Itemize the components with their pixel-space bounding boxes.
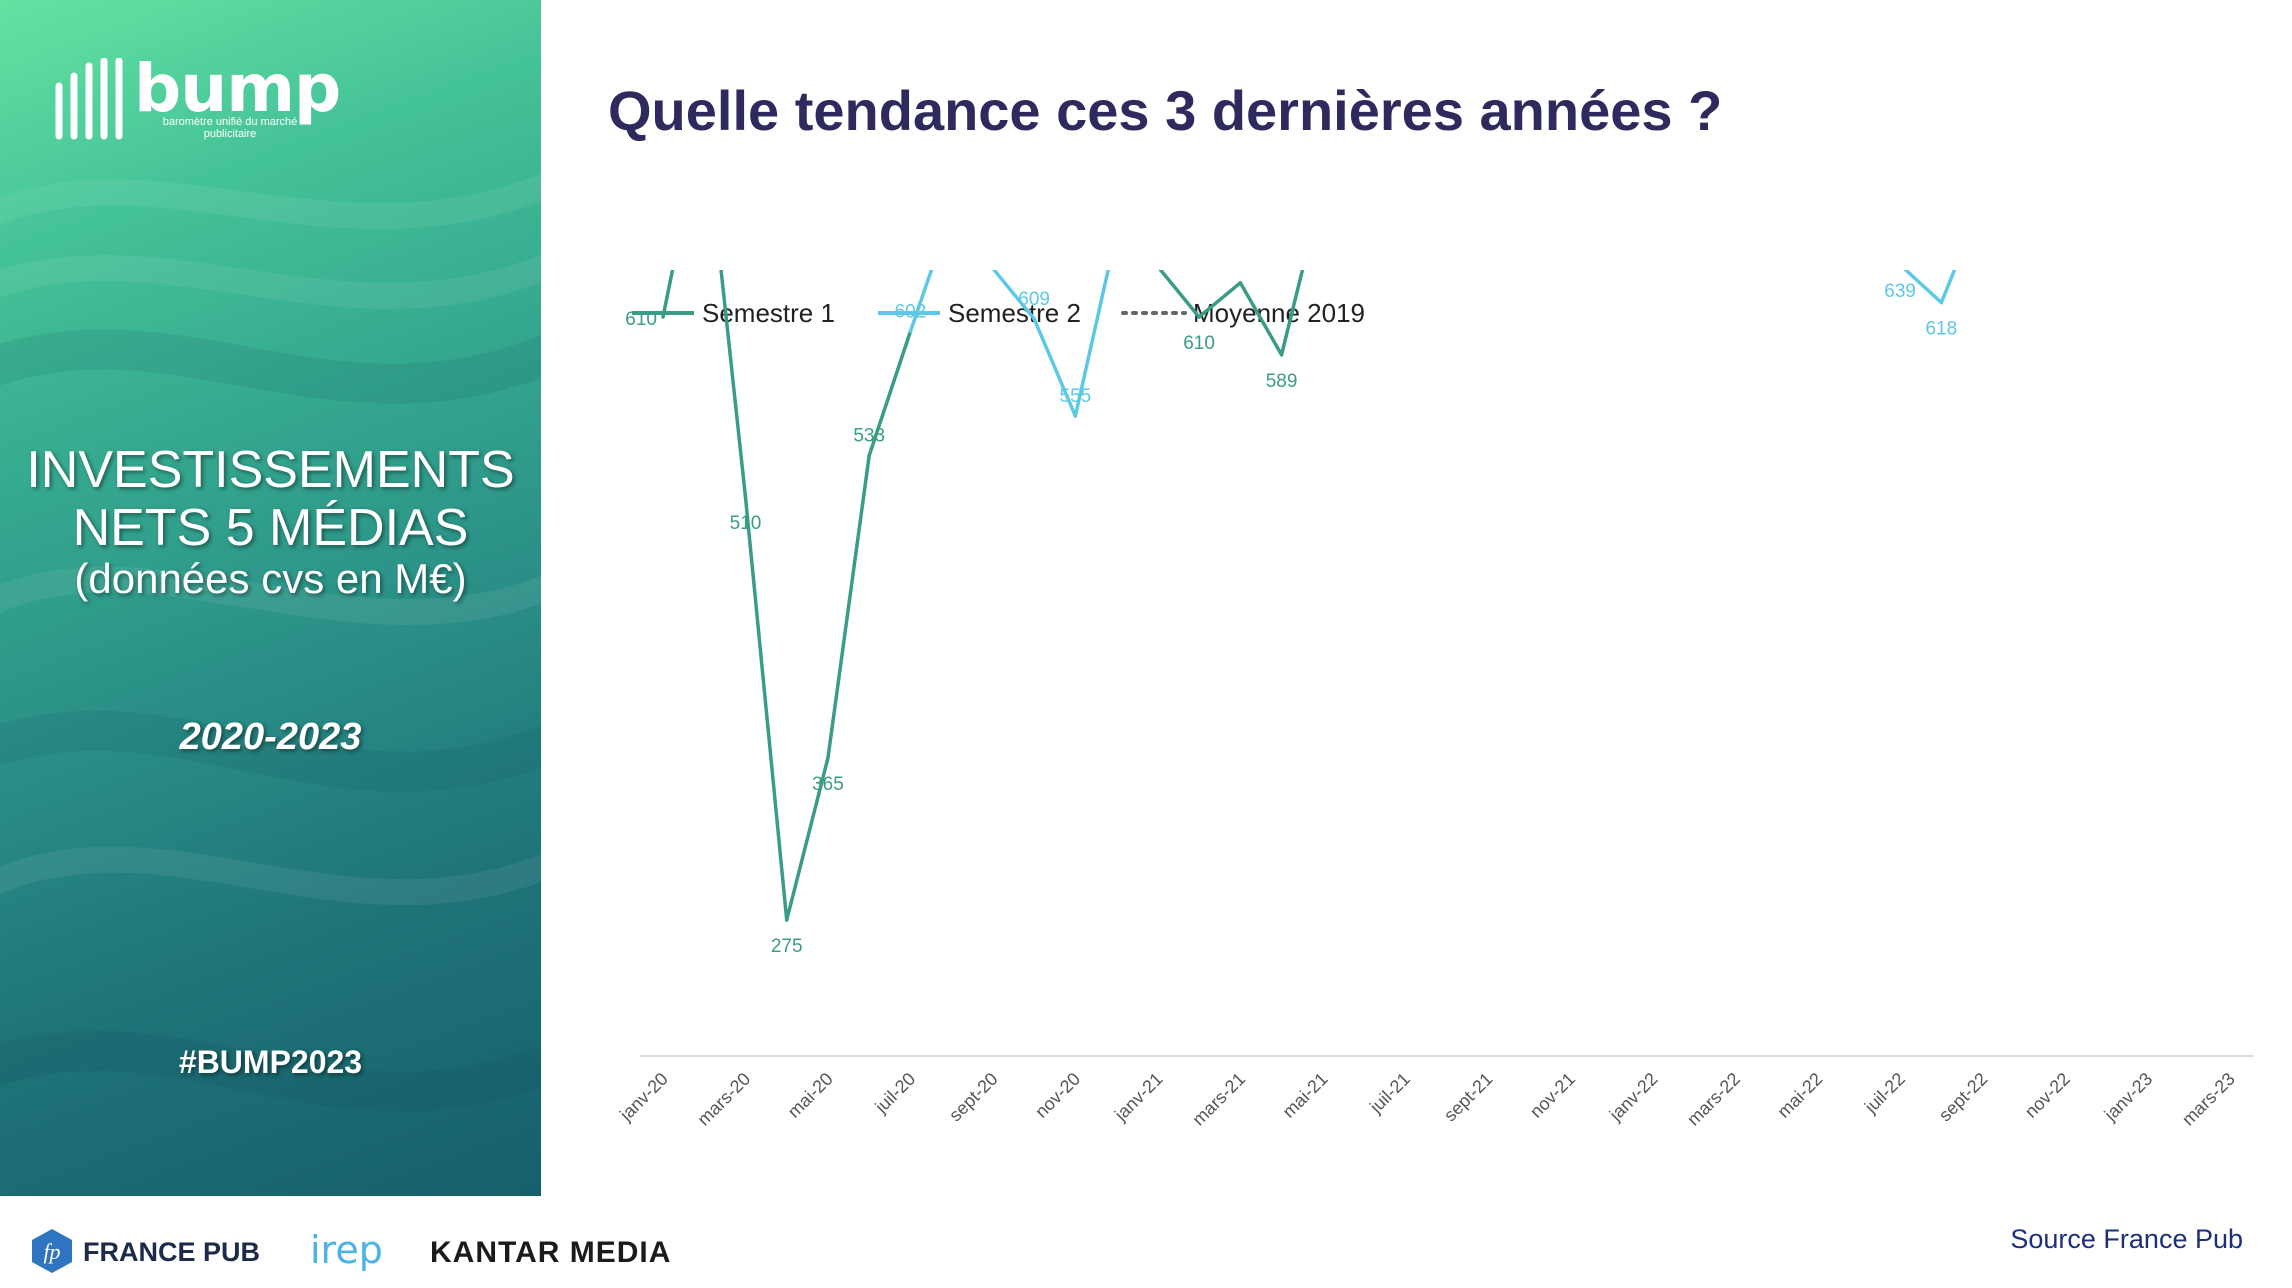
- x-tick-label: janv-21: [1110, 1069, 1167, 1126]
- panel-subtitle: (données cvs en M€): [74, 555, 467, 602]
- data-label: 510: [730, 513, 762, 534]
- semestre-2-segment: [991, 270, 1036, 321]
- x-axis-tick-labels: janv-20 mars-20 mai-20 juil-20 sept-20 nov-20…: [615, 1069, 2239, 1130]
- data-label: 639: [1884, 281, 1916, 302]
- semestre-1-segment: [719, 270, 748, 499]
- x-tick-label: mai-20: [784, 1069, 837, 1122]
- semestre-2-segment: [908, 270, 934, 334]
- semestre-1-segment: [1197, 281, 1243, 319]
- x-tick-label: nov-21: [1526, 1069, 1579, 1122]
- source-note: Source France Pub: [2010, 1224, 2243, 1254]
- data-label: 533: [853, 426, 885, 447]
- panel-title-line1: INVESTISSEMENTS: [26, 441, 515, 499]
- x-tick-label: janv-23: [2100, 1069, 2157, 1126]
- hashtag: #BUMP2023: [178, 1044, 363, 1080]
- data-label: 602: [895, 301, 927, 322]
- x-tick-label: nov-22: [2021, 1069, 2074, 1122]
- bump-bars-icon: [55, 58, 123, 140]
- semestre-1-segment: [784, 756, 830, 922]
- semestre-1-segment: [1158, 270, 1201, 319]
- logo-tagline: baromètre unifié du marché publicitaire: [162, 116, 298, 140]
- semestre-1-segment: [867, 329, 913, 458]
- x-tick-label: sept-21: [1440, 1069, 1497, 1126]
- data-label: 609: [1018, 289, 1050, 310]
- x-tick-label: mai-22: [1773, 1069, 1826, 1122]
- period-label: 2020-2023: [179, 716, 362, 758]
- data-label: 555: [1060, 386, 1092, 407]
- semestre-1-segment: [743, 495, 789, 922]
- x-tick-label: mars-23: [2178, 1069, 2239, 1130]
- france-pub-logo-text: FRANCE PUB: [83, 1237, 261, 1267]
- semestre-2-segment: [1032, 317, 1078, 418]
- legend-semestre-2-label: Semestre 2: [948, 298, 1081, 328]
- data-label: 629: [1224, 270, 1256, 274]
- data-labels: 6107235102753655336026696376095556576386…: [625, 270, 1957, 957]
- data-label: 610: [625, 309, 657, 330]
- semestre-1-segment: [1279, 270, 1305, 357]
- x-tick-label: juil-21: [1365, 1069, 1414, 1118]
- x-tick-label: janv-22: [1605, 1069, 1662, 1126]
- left-panel: bump baromètre unifié du marché publicit…: [0, 0, 541, 1196]
- footer: [0, 1196, 2292, 1288]
- data-label: 618: [1925, 319, 1957, 340]
- x-tick-label: janv-20: [615, 1069, 672, 1126]
- legend-semestre-1-label: Semestre 1: [702, 298, 835, 328]
- kantar-media-logo: KANTAR MEDIA: [430, 1236, 672, 1269]
- irep-logo: irep: [310, 1228, 383, 1272]
- x-tick-label: mai-21: [1279, 1069, 1332, 1122]
- logo-wordmark: bump: [134, 50, 341, 127]
- data-label: 275: [771, 936, 803, 957]
- semestre-2-segment: [1939, 270, 1957, 305]
- data-label: 589: [1266, 371, 1298, 392]
- semestre-1-segment: [826, 453, 871, 760]
- slide-title: Quelle tendance ces 3 dernières années ?: [608, 79, 1723, 142]
- panel-title-line2: NETS 5 MÉDIAS: [72, 499, 469, 557]
- semestre-1-segment: [1238, 281, 1284, 357]
- legend-moyenne-2019-label: Moyenne 2019: [1193, 298, 1365, 328]
- semestre-2-segment: [1903, 270, 1944, 305]
- data-label: 610: [1183, 333, 1215, 354]
- france-pub-logo-icon: fp: [32, 1229, 72, 1273]
- x-tick-label: juil-22: [1860, 1069, 1909, 1118]
- x-tick-label: sept-20: [945, 1069, 1002, 1126]
- x-tick-label: sept-22: [1935, 1069, 1992, 1126]
- semestre-1-segment: [661, 270, 675, 319]
- x-tick-label: nov-20: [1031, 1069, 1084, 1122]
- data-label: 365: [812, 774, 844, 795]
- series-lines: [661, 270, 1957, 922]
- decorative-swirl-background: [0, 173, 541, 1112]
- svg-text:fp: fp: [43, 1239, 60, 1264]
- chart-legend: Semestre 1 Semestre 2 Moyenne 2019: [632, 298, 1365, 328]
- x-tick-label: mars-20: [693, 1069, 754, 1130]
- semestre-2-segment: [1073, 270, 1110, 418]
- x-tick-label: juil-20: [870, 1069, 919, 1118]
- x-tick-label: mars-21: [1188, 1069, 1249, 1130]
- x-tick-label: mars-22: [1683, 1069, 1744, 1130]
